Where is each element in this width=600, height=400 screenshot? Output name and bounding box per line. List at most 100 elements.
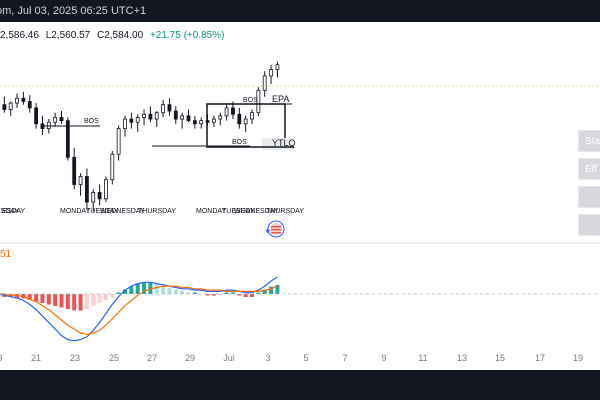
macd-histogram-bar [116,292,121,294]
macd-pane [0,276,280,342]
macd-histogram-bar [46,294,51,305]
candle-body [269,69,273,77]
candle-body [78,176,83,185]
price-pane [2,61,280,212]
macd-histogram-bar [256,292,261,294]
chart-title: om, Jul 03, 2025 06:25 UTC+1 [0,5,147,17]
x-tick-label: 21 [31,353,41,363]
macd-histogram-bar [110,294,115,297]
macd-histogram-bar [173,289,178,294]
news-icon[interactable]: ✦ [264,220,285,238]
x-tick-label: 5 [303,353,308,363]
x-tick-label: 29 [185,353,195,363]
day-label: ESDAY [0,208,20,215]
chart-svg[interactable]: BOS BOS BOS EPA YTLQ ESDAY ESDAY MONDAY … [0,22,600,370]
bos-label-3: BOS [232,139,247,146]
x-tick-label: 25 [109,353,119,363]
epa-label: EPA [272,94,289,104]
x-tick-label: 9 [381,353,386,363]
candle-body [243,118,248,125]
candle-body [231,107,235,115]
macd-histogram-bar [65,294,70,309]
candle-body [142,113,146,118]
candle-body [218,115,223,120]
x-axis: 9 21 23 25 27 29 Jul 3 5 7 9 11 13 15 17 19 [0,353,583,363]
candle-body [173,110,178,120]
day-labels: ESDAY ESDAY MONDAY TUESDAY WEDNESDAY THU… [0,208,304,215]
macd-histogram-bar [237,294,242,296]
macd-histogram-bar [243,294,248,297]
candle-body [129,118,134,123]
macd-histogram-bar [72,294,77,311]
x-tick-label: 7 [342,353,347,363]
candle-body [186,115,191,122]
candle-body [275,64,280,70]
candle-body [21,97,26,102]
side-button-3[interactable] [578,186,600,208]
macd-value: 51 [0,249,12,260]
ohlc-high: 2,586.46 [0,30,39,41]
macd-histogram-bar [78,294,83,311]
candle-body [154,112,159,120]
macd-histogram-bar [250,294,254,297]
candle-body [97,192,102,200]
candle-body [116,128,121,155]
ohlc-legend: 2,586.46 L2,560.57 C2,584.00 +21.75 (+0.… [0,30,224,41]
candle-body [8,102,13,110]
macd-histogram-bar [59,294,64,308]
macd-histogram-bar [97,294,102,303]
candle-body [250,112,254,120]
day-label: MONDAY [196,208,227,215]
side-button-strategy[interactable]: Sta [578,130,600,152]
candle-body [148,113,153,120]
macd-histogram-bar [53,294,58,306]
macd-histogram-bar [224,292,229,294]
macd-histogram-bar [275,285,280,294]
day-label: TUESDAY [222,208,255,215]
top-bar: om, Jul 03, 2025 06:25 UTC+1 [0,0,600,22]
macd-histogram-bar [142,282,147,294]
candle-body [53,117,58,123]
day-label: WEDNESDAY [100,208,145,215]
candle-body [224,107,229,117]
bottom-bar [0,370,600,400]
candle-body [180,115,185,120]
x-tick-label: 9 [0,353,3,363]
signal-line [0,285,278,335]
macd-histogram-bar [129,286,134,294]
macd-histogram-bar [15,294,20,299]
chart-area[interactable]: 2,586.46 L2,560.57 C2,584.00 +21.75 (+0.… [0,22,600,370]
candle-body [85,176,89,203]
x-tick-label: 15 [495,353,505,363]
candle-body [237,113,242,125]
candle-body [262,75,267,91]
side-button-4[interactable] [578,214,600,236]
candle-body [123,118,127,130]
bos-label-1: BOS [84,118,99,125]
candle-body [110,153,115,181]
candle-body [65,120,70,158]
macd-histogram-bar [180,291,185,294]
macd-histogram-bar [167,288,172,294]
ohlc-low: L2,560.57 [45,30,91,41]
x-tick-label: 27 [147,353,157,363]
candle-body [211,118,216,123]
candle-body [256,89,261,114]
x-tick-label: 19 [573,353,583,363]
macd-histogram-bar [154,283,159,294]
macd-histogram-bar [135,283,140,294]
candle-body [34,107,38,125]
x-tick-label: 17 [535,353,545,363]
macd-histogram-bar [262,289,267,294]
ohlc-close: C2,584.00 [97,30,144,41]
smc-annotations: BOS BOS BOS EPA YTLQ [0,85,600,150]
svg-text:✦: ✦ [264,226,272,236]
candle-body [59,117,64,122]
candle-body [161,104,166,114]
day-label: TUESDAY [86,208,119,215]
candle-body [15,97,19,104]
candle-body [46,121,51,130]
side-button-effects[interactable]: Eff [578,158,600,180]
macd-line [0,276,278,342]
macd-histogram-bar [103,294,108,300]
